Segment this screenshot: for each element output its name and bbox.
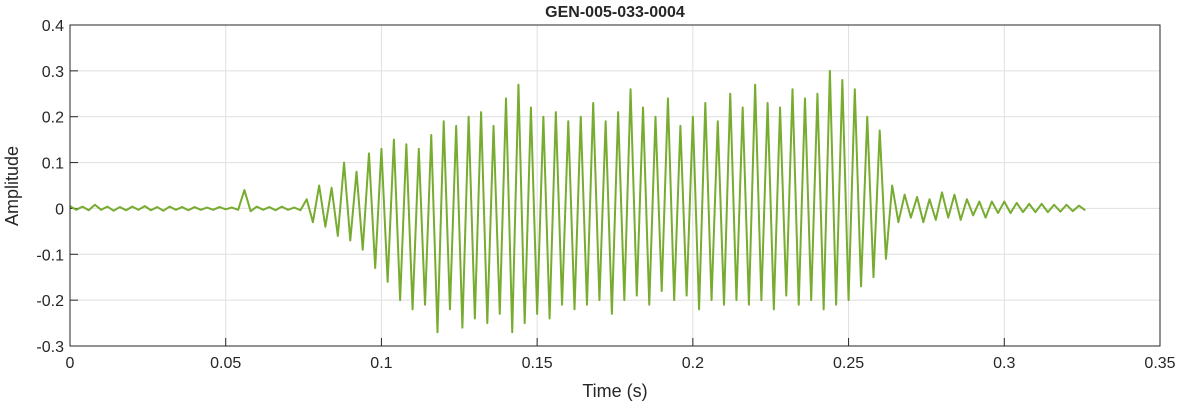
x-tick-label: 0.3 xyxy=(993,355,1015,372)
x-tick-label: 0.05 xyxy=(210,355,241,372)
y-tick-label: 0 xyxy=(55,201,64,218)
y-tick-label: -0.3 xyxy=(36,339,64,356)
chart-title: GEN-005-033-0004 xyxy=(545,4,685,21)
y-tick-label: -0.2 xyxy=(36,293,64,310)
x-tick-label: 0.1 xyxy=(370,355,392,372)
y-tick-label: 0.4 xyxy=(42,18,64,35)
y-tick-label: 0.3 xyxy=(42,64,64,81)
x-tick-label: 0.15 xyxy=(522,355,553,372)
y-tick-label: 0.2 xyxy=(42,110,64,127)
y-tick-label: 0.1 xyxy=(42,156,64,173)
waveform-line xyxy=(69,69,1086,334)
x-tick-label: 0 xyxy=(66,355,75,372)
axes-box xyxy=(69,24,1161,347)
y-tick-label: -0.1 xyxy=(36,247,64,264)
y-axis-label: Amplitude xyxy=(2,146,22,226)
x-tick-label: 0.25 xyxy=(833,355,864,372)
x-axis-label: Time (s) xyxy=(582,381,647,401)
x-tick-label: 0.2 xyxy=(682,355,704,372)
x-tick-label: 0.35 xyxy=(1144,355,1175,372)
